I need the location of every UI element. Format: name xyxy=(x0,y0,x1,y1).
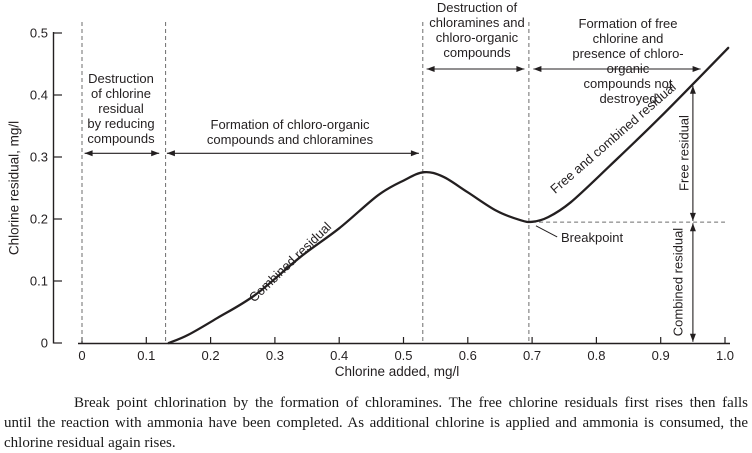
region-label-destruction-chloramines: Destruction of chloramines and chloro-or… xyxy=(429,0,525,60)
arrowhead xyxy=(689,223,696,232)
arrowhead xyxy=(151,150,160,157)
x-tick-label: 0.5 xyxy=(394,348,412,363)
caption-line: Break point chlorination by the formatio… xyxy=(74,395,748,411)
x-tick-label: 0.4 xyxy=(330,348,348,363)
caption-line: until the reaction with ammonia have bee… xyxy=(4,415,748,431)
y-axis-title: Chlorine residual, mg/l xyxy=(6,120,22,256)
x-axis-title: Chlorine added, mg/l xyxy=(334,364,460,379)
x-tick-label: 0 xyxy=(78,348,85,363)
arrowhead xyxy=(689,212,696,221)
y-tick-label: 0.3 xyxy=(30,150,48,165)
residual-curve xyxy=(167,46,730,345)
arrowhead xyxy=(426,66,435,72)
x-tick-label: 1.0 xyxy=(716,348,734,363)
y-tick-label: 0.1 xyxy=(30,274,48,289)
arrowhead xyxy=(689,85,696,94)
arrowhead xyxy=(166,150,175,157)
y-tick-label: 0.2 xyxy=(30,212,48,227)
x-tick-label: 0.7 xyxy=(523,348,541,363)
breakpoint-pointer-line xyxy=(535,225,558,238)
arrowhead xyxy=(410,150,419,157)
arrowhead xyxy=(84,150,93,157)
arrowhead xyxy=(692,66,701,72)
y-tick-label: 0 xyxy=(41,336,48,351)
y-tick-label: 0.4 xyxy=(30,88,48,103)
breakpoint-label: Breakpoint xyxy=(561,230,624,245)
region-label-destruction-by-reducing: Destruction of chlorine residual by redu… xyxy=(87,71,155,146)
x-tick-label: 0.3 xyxy=(266,348,284,363)
x-tick-label: 0.2 xyxy=(202,348,220,363)
figure-caption: Break point chlorination by the formatio… xyxy=(4,393,748,453)
x-tick-label: 0.1 xyxy=(137,348,155,363)
x-tick-label: 0.9 xyxy=(652,348,670,363)
region-label-formation-free-chlorine: Formation of free chlorine and presence … xyxy=(572,16,684,106)
arrowhead xyxy=(533,66,542,72)
y-tick-label: 0.5 xyxy=(30,26,48,41)
arrowhead xyxy=(689,333,696,342)
caption-line: chlorine residual again rises. xyxy=(4,435,176,451)
x-tick-label: 0.6 xyxy=(459,348,477,363)
x-tick-label: 0.8 xyxy=(587,348,605,363)
span-label-combined-residual: Combined residual xyxy=(670,227,686,337)
breakpoint-chlorination-chart: 0 0.1 0.2 0.3 0.4 0.5 0 0.1 0.2 0.3 0.4 0.5 0.6 0.7 0.… xyxy=(30,22,734,363)
span-label-free-residual: Free residual xyxy=(676,115,692,191)
arrowhead xyxy=(516,66,525,72)
region-label-formation-chloramines: Formation of chloro-organic compounds an… xyxy=(206,117,374,147)
